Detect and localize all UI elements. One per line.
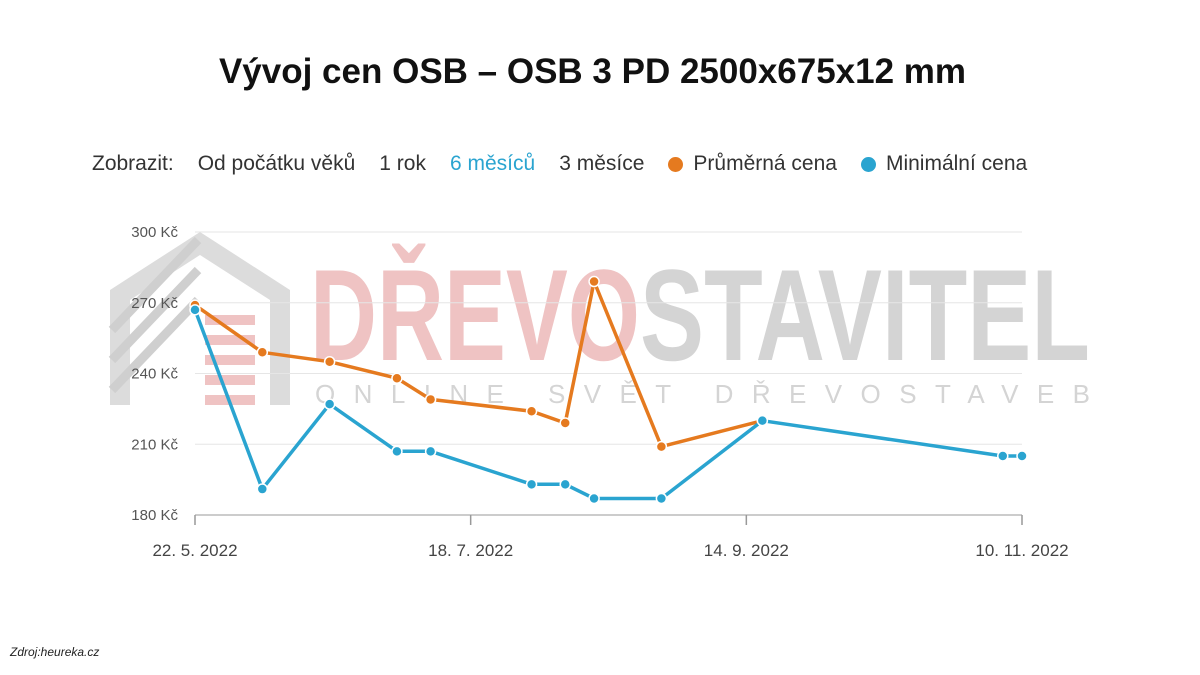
x-tick-label: 18. 7. 2022 — [428, 541, 513, 560]
average-price-point — [323, 355, 336, 368]
range-option-1-year[interactable]: 1 rok — [379, 152, 426, 175]
y-tick-label: 180 Kč — [131, 507, 178, 524]
average-price-point — [525, 405, 538, 417]
watermark-brand-gray: STAVITEL — [640, 242, 1090, 388]
watermark-brand-red: DŘEVO — [310, 242, 640, 388]
chart-grid — [195, 231, 1022, 445]
legend-dot-avg — [668, 156, 684, 172]
chart-series — [189, 275, 1028, 505]
x-tick-label: 22. 5. 2022 — [152, 541, 237, 560]
average-price-point — [655, 440, 668, 453]
watermark: DŘEVO STAVITEL ONLINE SVĚT DŘEVOSTAVEB — [108, 232, 1090, 409]
minimum-price-point — [1016, 450, 1028, 462]
x-tick-label: 14. 9. 2022 — [704, 541, 789, 560]
x-tick-label: 10. 11. 2022 — [975, 541, 1068, 560]
average-price-point — [424, 393, 437, 406]
range-option-3-months[interactable]: 3 měsíce — [559, 152, 645, 175]
minimum-price-point — [588, 492, 600, 505]
range-option-6-months[interactable]: 6 měsíců — [449, 152, 536, 175]
chart-title: Vývoj cen OSB – OSB 3 PD 2500x675x12 mm — [218, 52, 967, 91]
average-price-point — [559, 417, 571, 429]
minimum-price-point — [997, 450, 1009, 462]
y-tick-label: 300 Kč — [131, 224, 178, 241]
range-label: Zobrazit: — [92, 152, 174, 175]
legend-label-min: Minimální cena — [885, 152, 1028, 175]
average-price-point — [391, 372, 403, 384]
y-tick-label: 240 Kč — [131, 366, 178, 383]
legend-dot-min — [860, 156, 876, 172]
y-tick-label: 210 Kč — [131, 436, 178, 453]
minimum-price-point — [256, 483, 269, 495]
legend-label-avg: Průměrná cena — [693, 152, 837, 175]
average-price-point — [588, 275, 600, 288]
legend-item-min[interactable]: Minimální cena — [860, 152, 1028, 176]
minimum-price-point — [323, 398, 336, 410]
minimum-price-line — [193, 308, 1024, 501]
range-controls: Zobrazit: Od počátku věků 1 rok 6 měsíců… — [92, 150, 1051, 178]
minimum-price-point — [525, 478, 538, 491]
minimum-price-point — [655, 492, 668, 505]
range-option-all[interactable]: Od počátku věků — [197, 152, 356, 175]
minimum-price-point — [391, 445, 403, 458]
legend-item-avg[interactable]: Průměrná cena — [668, 152, 837, 176]
minimum-price-point — [189, 304, 201, 316]
chart-axes: 180 Kč 210 Kč 240 Kč 270 Kč 300 Kč 22. 5. 202… — [131, 224, 1068, 560]
source-note: Zdroj:heureka.cz — [10, 645, 100, 659]
minimum-price-point — [756, 414, 769, 427]
minimum-price-point — [424, 445, 437, 458]
average-price-point — [256, 346, 269, 359]
minimum-price-point — [559, 478, 571, 491]
y-tick-label: 270 Kč — [131, 295, 178, 312]
average-price-line — [193, 279, 765, 449]
